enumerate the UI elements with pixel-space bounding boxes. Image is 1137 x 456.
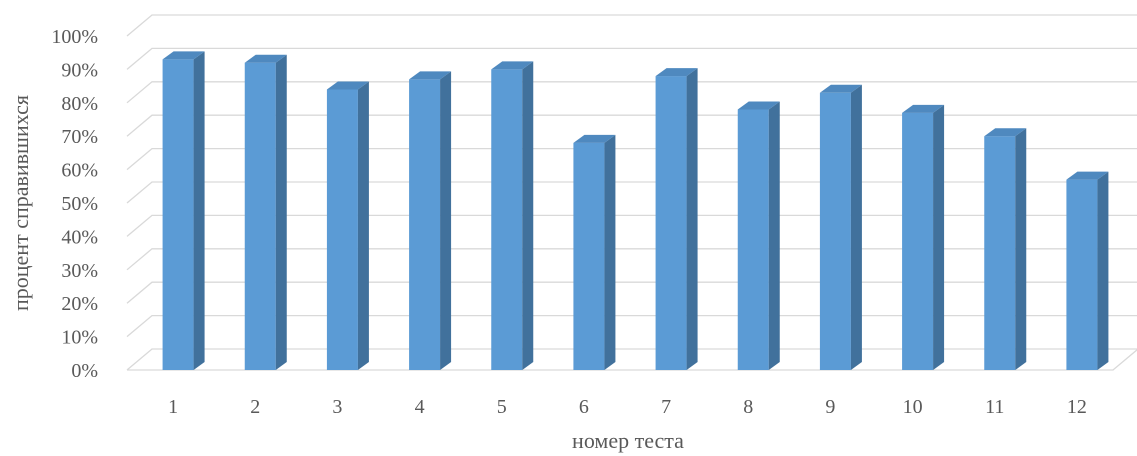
y-tick-label: 80%	[61, 93, 98, 115]
gridline	[126, 147, 1137, 171]
bar-side-face	[1097, 171, 1109, 370]
bar-front-face	[902, 112, 934, 370]
bar-front-face	[984, 136, 1016, 370]
bar-front-face	[573, 142, 605, 370]
bar-top-face	[902, 104, 945, 113]
bar-side-face	[850, 84, 862, 370]
bar	[491, 61, 534, 371]
bar	[655, 68, 698, 370]
y-tick-label: 100%	[51, 26, 98, 48]
gridline	[126, 281, 1137, 304]
bar-side-face	[522, 61, 534, 371]
bar	[737, 101, 780, 370]
x-tick-label: 5	[497, 396, 507, 418]
x-tick-label: 1	[168, 396, 178, 418]
gridline	[126, 47, 1137, 70]
y-tick-label: 40%	[61, 226, 98, 248]
bar-side-face	[686, 68, 698, 370]
x-tick-label: 3	[332, 396, 342, 418]
x-tick-label: 9	[825, 396, 835, 418]
bar-front-face	[162, 59, 194, 370]
bar-front-face	[244, 62, 276, 370]
x-tick-label: 12	[1067, 396, 1087, 418]
y-tick-label: 60%	[61, 160, 98, 182]
x-tick-label: 2	[250, 396, 260, 418]
bar	[573, 134, 616, 370]
bar-side-face	[275, 54, 287, 370]
bar	[819, 84, 862, 370]
bar-top-face	[819, 84, 862, 93]
x-tick-label: 11	[985, 396, 1004, 418]
bar-side-face	[604, 134, 616, 370]
bar	[409, 71, 452, 371]
y-axis-title: процент справившихся	[8, 95, 33, 311]
gridline	[126, 248, 1137, 271]
bar-side-face	[1015, 128, 1027, 370]
x-tick-label: 10	[903, 396, 923, 418]
gridlines	[126, 14, 1137, 371]
bars	[162, 51, 1109, 371]
bar-top-face	[655, 68, 698, 77]
gridline	[126, 14, 1137, 37]
bar-side-face	[768, 101, 780, 370]
y-tick-label: 30%	[61, 260, 98, 282]
bar-top-face	[491, 61, 534, 70]
bar-side-face	[193, 51, 205, 370]
bar-front-face	[737, 109, 769, 370]
bar	[162, 51, 205, 370]
x-axis-tick-labels: 1 2 3 4 5 6 7 8 9 10 11 12	[168, 396, 1087, 418]
x-tick-label: 4	[415, 396, 425, 418]
gridline	[126, 348, 1137, 371]
bar-top-face	[1066, 171, 1109, 180]
x-tick-label: 8	[743, 396, 753, 418]
bar-top-face	[162, 51, 205, 60]
bar-front-face	[491, 69, 523, 371]
gridline	[126, 181, 1137, 204]
bar-top-face	[573, 134, 616, 143]
bar-front-face	[1066, 179, 1098, 370]
bar-side-face	[357, 81, 369, 370]
y-tick-label: 10%	[61, 327, 98, 349]
y-tick-label: 70%	[61, 126, 98, 148]
bar	[326, 81, 369, 370]
bar	[984, 128, 1027, 370]
x-tick-label: 7	[661, 396, 671, 418]
bar-side-face	[933, 104, 945, 370]
x-tick-label: 6	[579, 396, 589, 418]
y-axis-tick-labels: 0% 10% 20% 30% 40% 50% 60% 70% 80% 90% 100%	[51, 26, 98, 382]
gridline	[126, 81, 1137, 104]
gridline	[126, 214, 1137, 237]
bar-top-face	[984, 128, 1027, 137]
bar	[902, 104, 945, 370]
bar-front-face	[819, 92, 851, 370]
x-axis-title: номер теста	[572, 428, 684, 453]
bar-top-face	[409, 71, 452, 80]
bar-side-face	[440, 71, 452, 371]
bar-top-face	[737, 101, 780, 110]
bar	[244, 54, 287, 370]
bar-top-face	[244, 54, 287, 63]
bar-front-face	[326, 89, 358, 370]
y-tick-label: 0%	[71, 360, 98, 382]
y-tick-label: 90%	[61, 59, 98, 81]
bar-front-face	[409, 79, 441, 371]
bar-front-face	[655, 76, 687, 370]
gridline	[126, 314, 1137, 338]
y-tick-label: 50%	[61, 193, 98, 215]
bar	[1066, 171, 1109, 370]
gridline	[126, 114, 1137, 137]
y-tick-label: 20%	[61, 293, 98, 315]
bar-top-face	[326, 81, 369, 90]
